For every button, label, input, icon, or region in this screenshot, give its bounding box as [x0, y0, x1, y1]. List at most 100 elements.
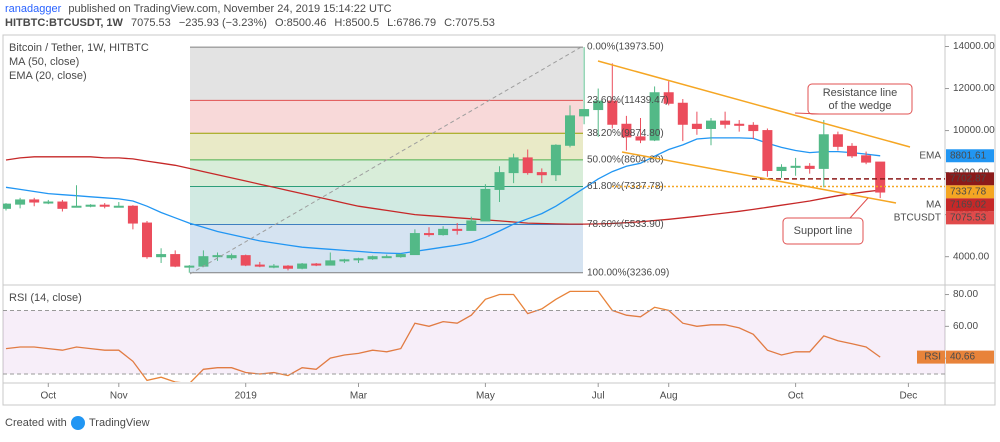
candle-body — [607, 100, 618, 125]
candle-body — [508, 157, 519, 174]
price-tag — [917, 350, 945, 364]
x-tick-label: Oct — [788, 391, 804, 402]
ohlc-label: C: — [444, 17, 455, 29]
change: −235.93 (−3.23%) — [179, 17, 267, 29]
candle-body — [663, 92, 674, 104]
header-line: ranadagger published on TradingView.com,… — [5, 3, 392, 15]
candle-body — [706, 120, 716, 129]
y-tick-label: 60.00 — [953, 321, 978, 332]
candle-body — [424, 233, 434, 236]
candle-body — [85, 204, 96, 207]
price-tag-name-bg — [895, 149, 945, 162]
price-tag-name: MA — [926, 199, 941, 210]
price-tag-value: 8801.61 — [950, 150, 987, 161]
rsi-line — [5, 290, 881, 382]
price-tag-name: BTCUSDT — [894, 212, 941, 223]
candle-body — [438, 228, 449, 236]
candle-body — [71, 205, 82, 208]
wedge-support — [621, 151, 897, 204]
candle-body — [339, 259, 350, 262]
price-tag-name: RSI — [924, 352, 941, 363]
candle-body — [762, 130, 773, 172]
candle-body — [43, 201, 54, 204]
annotation-text: Resistance line — [823, 87, 898, 99]
candle-body — [480, 188, 491, 222]
y-tick-label: 14000.00 — [953, 41, 995, 52]
candle-body — [99, 204, 110, 207]
candle-body — [832, 134, 843, 147]
fib-zone — [190, 100, 583, 134]
annotation-arrow — [849, 197, 869, 219]
author[interactable]: ranadagger — [5, 3, 62, 15]
brand[interactable]: TradingView — [89, 417, 150, 429]
y-tick-label: 4000.00 — [953, 251, 990, 262]
x-tick-label: 2019 — [235, 391, 258, 402]
ohlc-value: 8500.46 — [287, 17, 327, 29]
candle-body — [29, 199, 40, 203]
price-tag-value: 7169.02 — [950, 199, 987, 210]
price-tag-value: 7075.53 — [950, 212, 987, 223]
ohlc-value: 8500.5 — [345, 17, 379, 29]
candle-body — [565, 115, 575, 146]
plot-layer: 4000.006000.008000.0010000.0012000.00140… — [3, 41, 995, 402]
x-tick-label: Jul — [592, 391, 605, 402]
fib-label: 50.00%(8604.80) — [587, 155, 664, 166]
candle-body — [579, 109, 590, 117]
candle-body — [875, 161, 886, 193]
fib-trend-line — [189, 45, 584, 275]
fib-label: 78.60%(5533.90) — [587, 219, 664, 230]
price-tag — [946, 149, 994, 163]
plot-area — [3, 46, 886, 382]
candle-body — [847, 145, 857, 157]
x-tick-label: Oct — [41, 391, 57, 402]
x-tick-label: Aug — [660, 391, 678, 402]
candle-body — [734, 123, 745, 126]
candle-body — [776, 166, 787, 172]
candle-body — [861, 155, 872, 163]
annotation-box — [782, 217, 864, 245]
annotation-box — [807, 83, 913, 115]
price-tag-name-bg — [895, 198, 945, 211]
brand-logo — [71, 416, 85, 430]
price-title: Bitcoin / Tether, 1W, HITBTC — [9, 42, 149, 54]
legend-entry: EMA (20, close) — [9, 70, 87, 82]
candle-body — [240, 255, 251, 266]
candle-body — [804, 165, 815, 169]
fib-label: 100.00%(3236.09) — [587, 267, 669, 278]
drawings: Resistance line of the wedge Support lin… — [189, 45, 913, 275]
fib-zone — [190, 186, 583, 225]
ohlc-label: H: — [334, 17, 345, 29]
candle-body — [621, 123, 632, 138]
ohlc-value: 7075.53 — [455, 17, 495, 29]
candle-body — [395, 254, 406, 258]
fib-label: 38.20%(9874.80) — [587, 128, 664, 139]
candle-body — [57, 201, 68, 209]
candle-body — [635, 136, 646, 141]
x-tick-label: May — [476, 391, 495, 402]
y-tick-label: 12000.00 — [953, 83, 995, 94]
price-tag — [946, 198, 994, 212]
price-tag — [946, 172, 994, 186]
candle-body — [212, 255, 223, 258]
candle-body — [381, 256, 392, 259]
candle-body — [15, 199, 26, 205]
fib-label: 0.00%(13973.50) — [587, 42, 664, 53]
ohlc-value: 6786.79 — [396, 17, 436, 29]
candle-body — [3, 203, 11, 209]
price-tag — [946, 350, 994, 364]
annotation-text: of the wedge — [829, 100, 892, 112]
candle-body — [691, 123, 702, 129]
indicator-line — [5, 156, 881, 225]
fib-zone — [190, 133, 583, 160]
candle-body — [283, 265, 293, 269]
candle-body — [254, 264, 265, 267]
ohlc-label: O: — [275, 17, 287, 29]
candle-body — [367, 256, 378, 260]
price-tag — [946, 211, 994, 225]
legend-entry: MA (50, close) — [9, 56, 79, 68]
candle-body — [466, 220, 477, 231]
fib-label: 23.60%(11439.47) — [587, 95, 669, 106]
candle-body — [536, 172, 547, 176]
candle-body — [268, 265, 279, 268]
